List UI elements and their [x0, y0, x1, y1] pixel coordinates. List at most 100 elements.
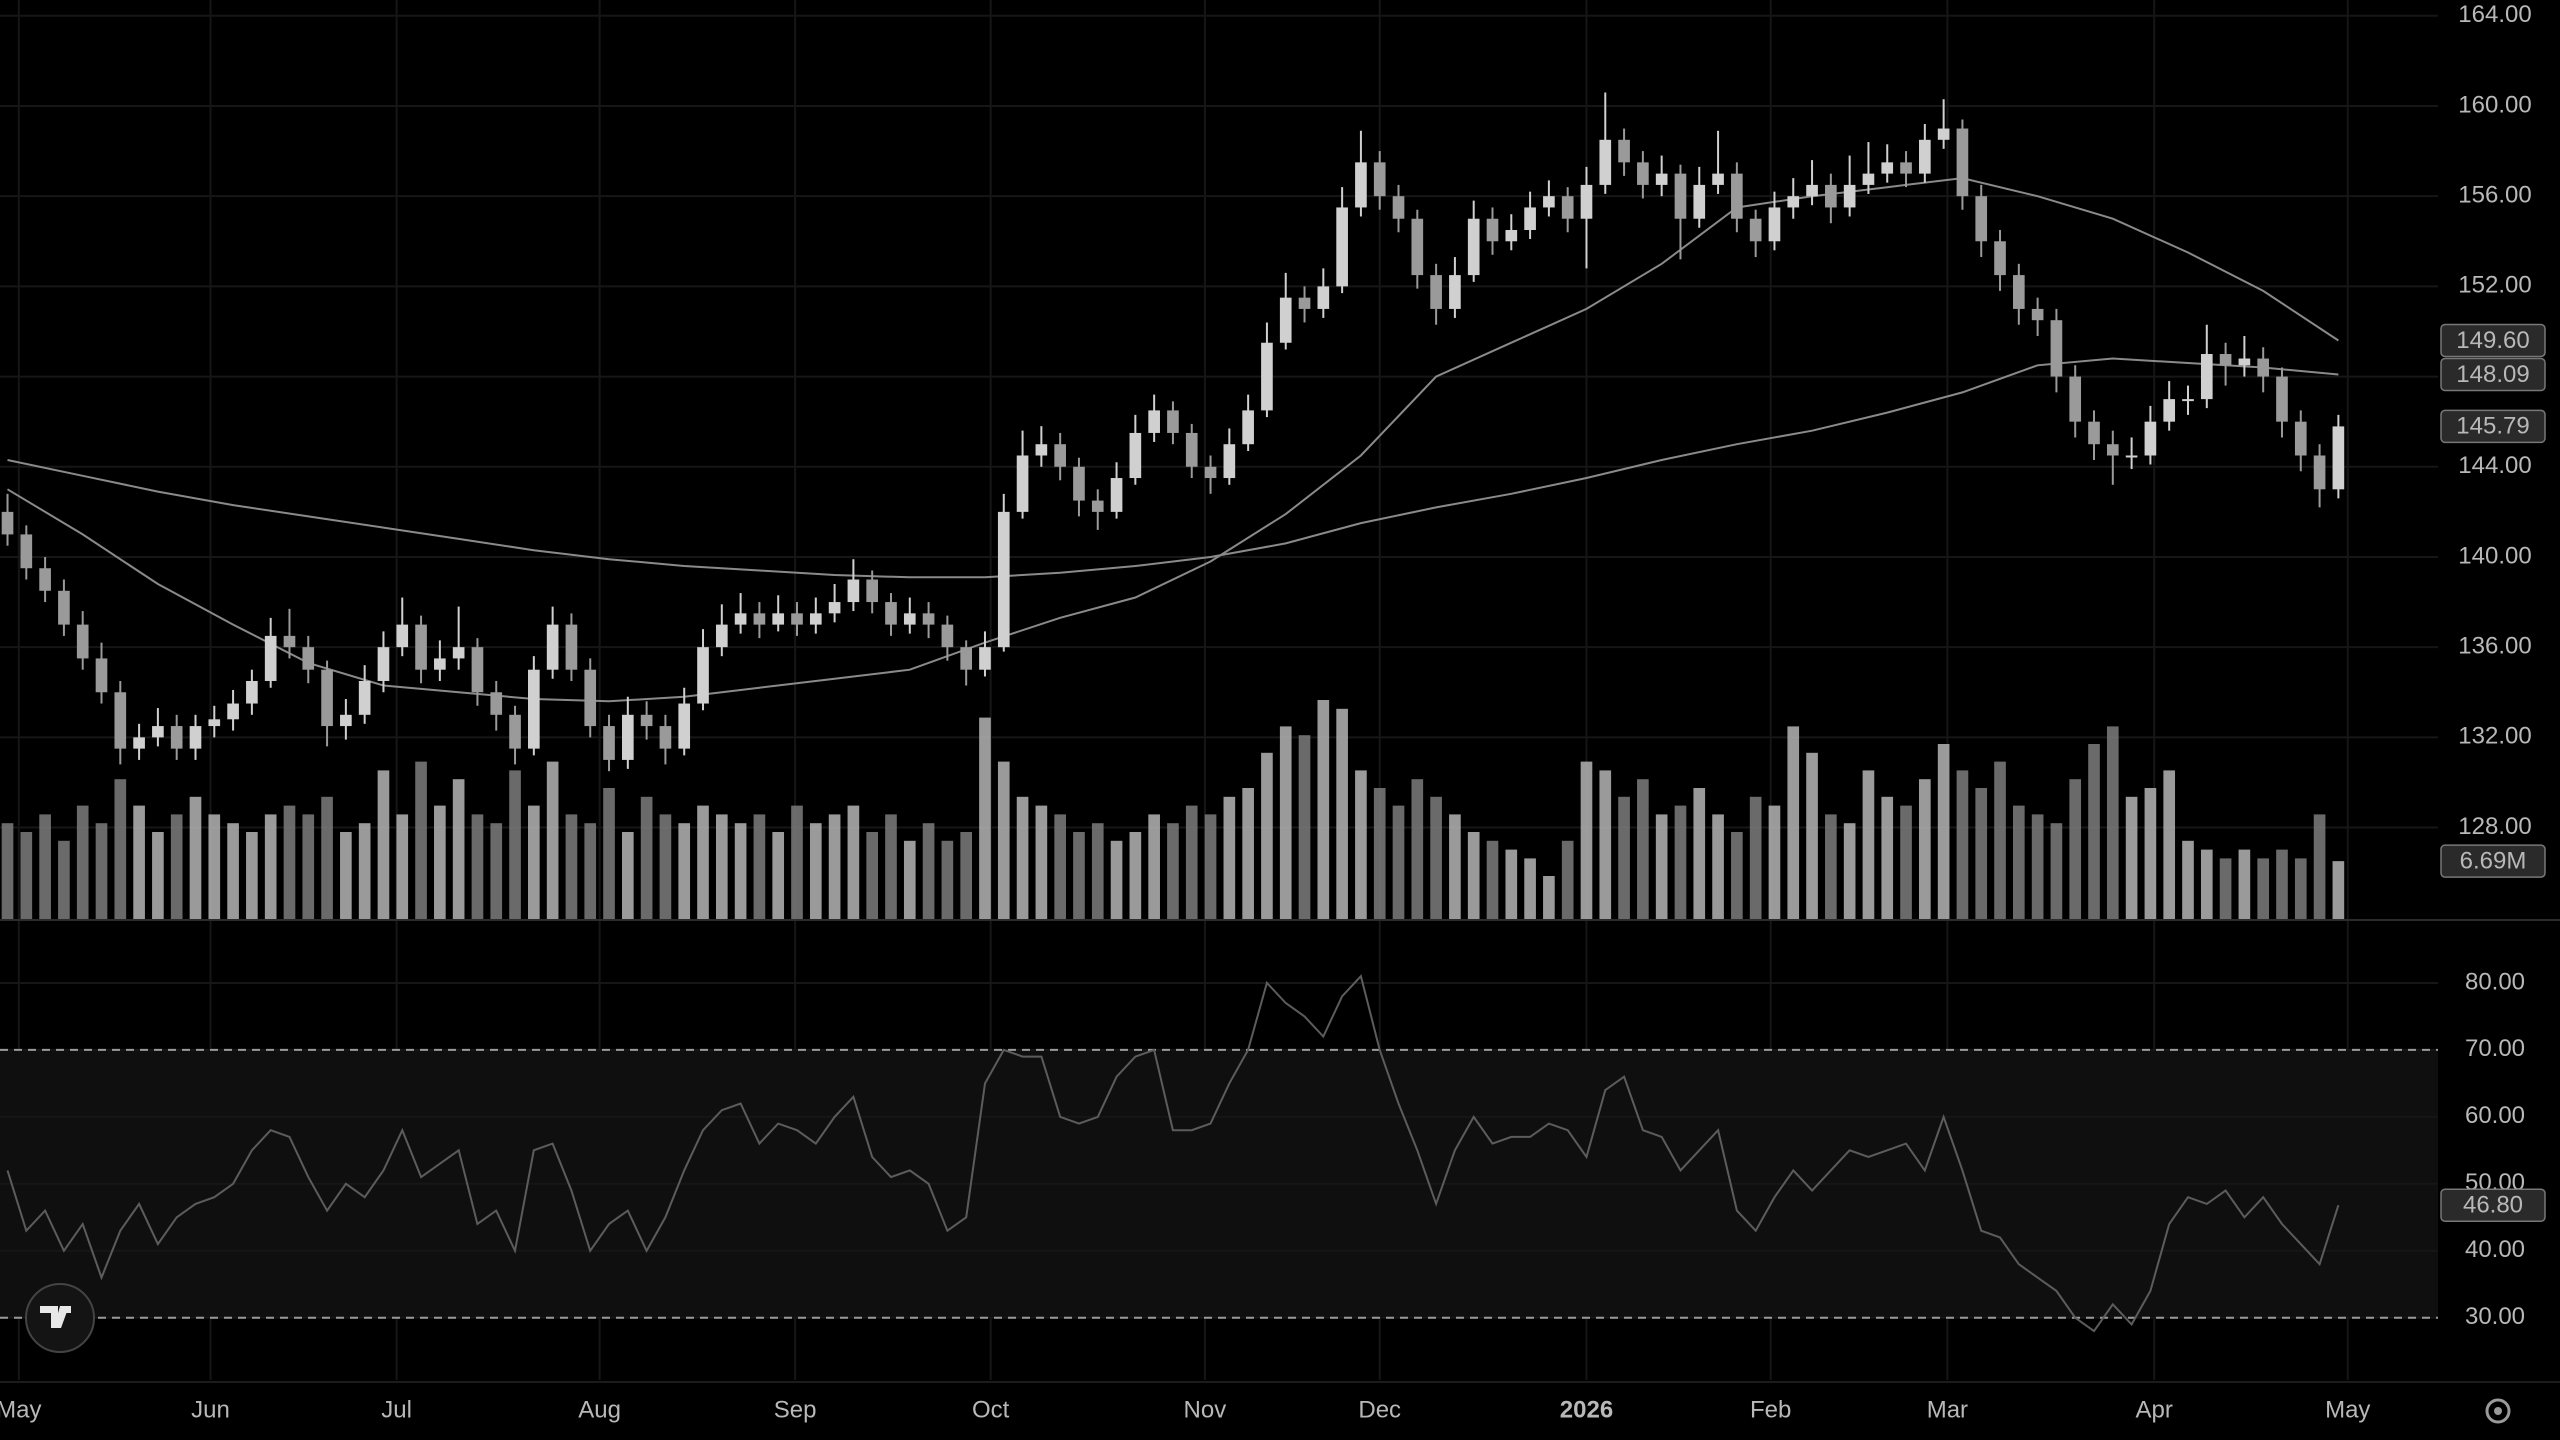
moving-average-line [7, 357, 2339, 579]
volume-bar [2276, 849, 2288, 920]
volume-bar [1674, 805, 1687, 920]
volume-bar [2294, 858, 2307, 920]
volume-bar [2163, 770, 2176, 920]
candle-body [1825, 184, 1837, 208]
volume-bar [1261, 752, 1273, 920]
volume-bar [1749, 796, 1762, 920]
candle-body [1618, 139, 1630, 163]
candle-body [1449, 275, 1461, 309]
volume-bar [546, 761, 559, 920]
volume-bar [1449, 814, 1461, 920]
candle-body [2031, 308, 2044, 321]
candle-body [1467, 218, 1480, 276]
x-tick-label: 2026 [1560, 1396, 1613, 1423]
volume-bar [302, 814, 315, 920]
volume-bar [246, 832, 258, 920]
volume-bar [358, 823, 371, 920]
candle-body [1035, 444, 1048, 456]
candle-body [697, 647, 709, 704]
volume-bar [2106, 726, 2119, 920]
candle-body [452, 647, 465, 659]
volume-bar [659, 814, 672, 920]
candle-body [753, 613, 766, 625]
candle-body [358, 680, 371, 715]
candle-body [1994, 241, 2006, 276]
volume-bar [2050, 823, 2063, 920]
volume-bar [2144, 788, 2157, 920]
candle-body [76, 624, 89, 659]
volume-bar [1825, 814, 1837, 920]
volume-bar [1373, 788, 1386, 920]
volume-bar [772, 832, 785, 920]
price-badge [2440, 844, 2546, 878]
volume-bar [640, 796, 653, 920]
volume-bar [791, 805, 803, 920]
price-badge-label: 145.79 [2456, 413, 2529, 440]
volume-bar [396, 814, 409, 920]
candle-body [640, 714, 653, 727]
candle-body [979, 647, 991, 670]
price-badge-label: 148.09 [2456, 361, 2529, 388]
candle-body [2069, 376, 2082, 422]
candle-body [39, 568, 51, 591]
price-badge [2440, 1188, 2546, 1222]
volume-bar [1787, 726, 1800, 920]
candle-body [2144, 421, 2157, 456]
rsi-tick-label: 80.00 [2465, 968, 2525, 995]
candle-body [678, 703, 691, 749]
volume-bar [922, 823, 935, 920]
volume-bar [1900, 805, 1912, 920]
candle-body [1749, 218, 1762, 242]
candle-body [471, 647, 484, 693]
x-tick-label: Aug [578, 1396, 621, 1423]
volume-bar [264, 814, 277, 920]
volume-bar [1035, 805, 1048, 920]
y-tick-label: 156.00 [2458, 182, 2531, 209]
candle-body [1223, 444, 1236, 479]
x-tick-label: Nov [1184, 1396, 1227, 1423]
x-tick-label: Jul [381, 1396, 412, 1423]
candle-body [1373, 162, 1386, 197]
volume-bar [471, 814, 484, 920]
candle-body [2332, 426, 2345, 490]
candle-body [415, 624, 427, 670]
volume-bar [1129, 832, 1142, 920]
volume-bar [2200, 849, 2213, 920]
x-tick-label: May [2325, 1396, 2370, 1423]
candle-body [1185, 432, 1198, 467]
candle-body [2200, 354, 2213, 400]
candle-body [1411, 218, 1424, 276]
candle-body [1298, 297, 1311, 309]
candle-body [321, 669, 333, 727]
volume-bar [960, 832, 973, 920]
volume-bar [528, 805, 540, 920]
x-tick-label: Jun [191, 1396, 230, 1423]
volume-bar [1956, 770, 1969, 920]
candle-body [791, 613, 803, 625]
candle-body [1073, 466, 1085, 501]
volume-bar [1524, 858, 1536, 920]
volume-bar [340, 832, 352, 920]
candle-body [434, 658, 446, 670]
gear-center [2494, 1407, 2502, 1415]
candle-body [847, 579, 860, 603]
logo[interactable] [25, 1283, 95, 1353]
settings-button[interactable] [2485, 1398, 2511, 1424]
volume-bar [58, 840, 70, 920]
volume-bar [377, 770, 390, 920]
candle-body [208, 719, 221, 727]
candle-body [2106, 444, 2119, 456]
candle-body [2163, 399, 2176, 422]
candle-body [1167, 410, 1179, 433]
volume-bar [2257, 858, 2270, 920]
candle-body [1430, 275, 1442, 309]
candle-body [1956, 128, 1969, 197]
volume-bar [1599, 770, 1612, 920]
candle-body [1392, 196, 1405, 219]
volume-bar [1881, 796, 1894, 920]
candle-body [1054, 444, 1066, 467]
candle-body [377, 647, 390, 681]
volume-bar [2069, 779, 2082, 920]
